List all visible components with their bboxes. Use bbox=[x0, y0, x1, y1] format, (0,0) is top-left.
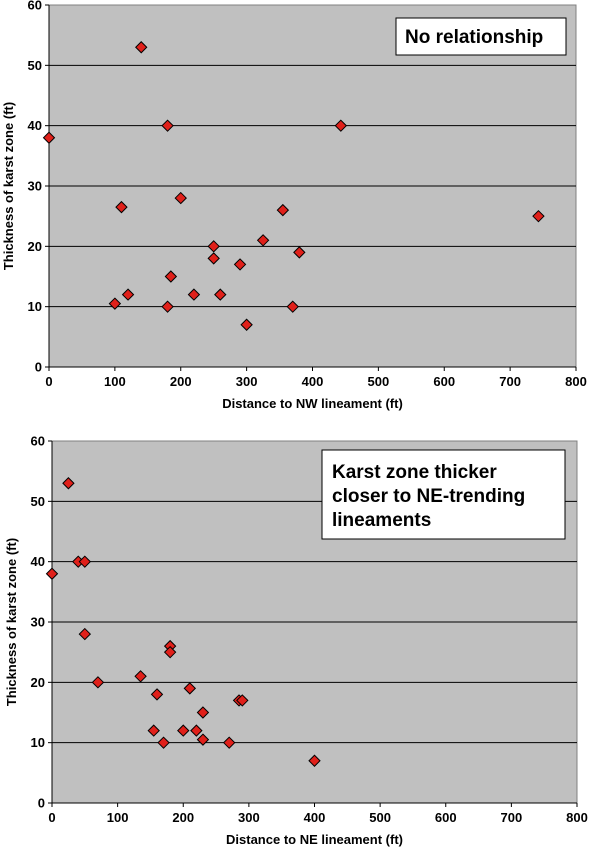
y-tick-label-2-3: 30 bbox=[31, 615, 45, 630]
x-tick-label-1-2: 200 bbox=[170, 374, 192, 389]
data-point-2-7 bbox=[134, 670, 147, 683]
annotation-box-2 bbox=[321, 449, 566, 540]
annotation-line-1-0: No relationship bbox=[405, 27, 543, 48]
data-point-2-13 bbox=[196, 706, 210, 719]
data-point-1-9 bbox=[207, 240, 220, 253]
x-tick-label-1-0: 0 bbox=[45, 374, 52, 389]
data-point-1-13 bbox=[164, 270, 178, 283]
data-point-1-3 bbox=[334, 119, 348, 132]
data-point-2-4 bbox=[78, 627, 92, 641]
data-point-1-1 bbox=[135, 41, 148, 54]
y-axis-title-2: Thickness of karst zone (ft) bbox=[4, 538, 19, 706]
x-tick-label-2-3: 300 bbox=[238, 810, 260, 825]
x-tick-label-2-8: 800 bbox=[566, 810, 588, 825]
annotation-line-2-2: lineaments bbox=[332, 510, 431, 531]
data-point-2-14 bbox=[147, 724, 160, 737]
y-axis-title-1: Thickness of karst zone (ft) bbox=[1, 102, 16, 270]
data-point-1-2 bbox=[161, 119, 174, 132]
data-point-1-12 bbox=[233, 258, 247, 271]
x-tick-label-1-3: 300 bbox=[236, 374, 258, 389]
data-point-1-17 bbox=[108, 297, 122, 310]
x-tick-label-2-5: 500 bbox=[369, 810, 391, 825]
y-tick-label-1-6: 60 bbox=[28, 0, 42, 13]
y-tick-label-2-4: 40 bbox=[31, 554, 45, 569]
x-tick-label-2-2: 200 bbox=[172, 810, 194, 825]
x-tick-label-2-7: 700 bbox=[501, 810, 523, 825]
y-tick-label-2-0: 0 bbox=[38, 796, 45, 811]
data-point-1-11 bbox=[207, 252, 220, 265]
data-point-2-1 bbox=[62, 477, 75, 490]
x-tick-label-2-6: 600 bbox=[435, 810, 457, 825]
y-tick-label-1-0: 0 bbox=[35, 360, 42, 375]
data-point-2-20 bbox=[308, 754, 321, 767]
data-point-1-15 bbox=[187, 288, 201, 301]
data-point-2-10 bbox=[150, 688, 164, 701]
annotation-line-2-1: closer to NE-trending bbox=[332, 486, 525, 507]
y-tick-label-2-2: 20 bbox=[31, 675, 45, 690]
y-tick-label-2-5: 50 bbox=[31, 494, 45, 509]
data-point-2-3 bbox=[78, 555, 92, 568]
data-point-1-14 bbox=[121, 288, 135, 301]
data-point-2-12 bbox=[236, 694, 249, 707]
data-point-2-18 bbox=[157, 736, 170, 749]
annotation-line-2-0: Karst zone thicker bbox=[332, 462, 497, 483]
data-point-1-8 bbox=[256, 234, 270, 247]
data-point-1-19 bbox=[286, 300, 299, 313]
x-tick-label-1-4: 400 bbox=[302, 374, 324, 389]
x-tick-label-1-6: 600 bbox=[433, 374, 455, 389]
data-point-2-0 bbox=[45, 567, 59, 580]
x-tick-label-2-4: 400 bbox=[304, 810, 326, 825]
data-point-1-6 bbox=[532, 209, 545, 223]
x-axis-title-1: Distance to NW lineament (ft) bbox=[222, 396, 403, 411]
data-point-1-4 bbox=[115, 200, 128, 214]
y-tick-label-2-6: 60 bbox=[31, 434, 45, 449]
x-tick-label-1-8: 800 bbox=[565, 374, 587, 389]
data-point-1-10 bbox=[293, 246, 306, 259]
y-tick-label-1-1: 10 bbox=[28, 299, 42, 314]
y-tick-label-2-1: 10 bbox=[31, 735, 45, 750]
data-point-1-5 bbox=[174, 191, 187, 205]
x-tick-label-1-1: 100 bbox=[104, 374, 126, 389]
annotation-box-1 bbox=[395, 17, 567, 56]
y-tick-label-1-4: 40 bbox=[28, 118, 42, 133]
data-point-1-7 bbox=[276, 203, 290, 217]
y-tick-label-1-2: 20 bbox=[28, 239, 42, 254]
x-tick-label-2-1: 100 bbox=[107, 810, 129, 825]
y-tick-label-1-5: 50 bbox=[28, 58, 42, 73]
data-point-2-17 bbox=[196, 733, 210, 746]
data-point-2-6 bbox=[163, 645, 177, 659]
data-point-2-8 bbox=[91, 676, 105, 689]
y-tick-label-1-3: 30 bbox=[28, 179, 42, 194]
data-point-1-0 bbox=[42, 131, 56, 144]
x-tick-label-2-0: 0 bbox=[48, 810, 55, 825]
data-point-1-16 bbox=[214, 288, 227, 301]
data-point-2-16 bbox=[190, 724, 203, 737]
data-point-1-20 bbox=[240, 318, 253, 331]
data-point-2-19 bbox=[222, 736, 236, 749]
data-point-2-9 bbox=[183, 682, 197, 695]
x-axis-title-2: Distance to NE lineament (ft) bbox=[226, 832, 403, 847]
data-point-1-18 bbox=[161, 300, 174, 313]
data-point-2-15 bbox=[177, 724, 190, 737]
x-tick-label-1-7: 700 bbox=[499, 374, 521, 389]
x-tick-label-1-5: 500 bbox=[368, 374, 390, 389]
